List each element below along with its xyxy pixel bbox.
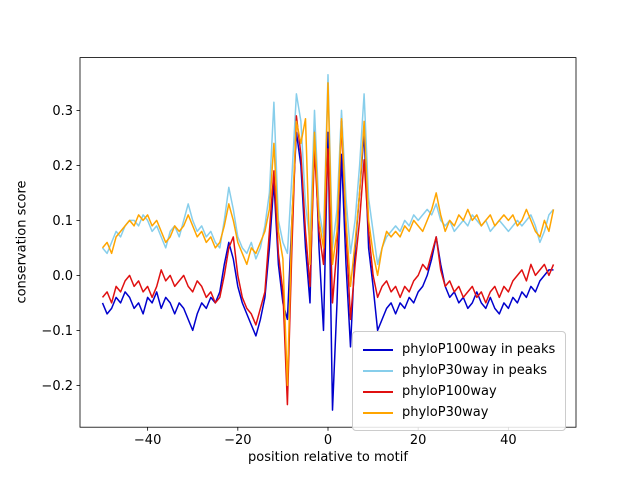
legend-item: phyloP30way in peaks — [363, 360, 555, 381]
y-axis-label: conservation score — [14, 180, 30, 304]
legend-line-swatch — [363, 390, 393, 393]
legend-item: phyloP100way — [363, 381, 555, 402]
y-tick-label: 0.3 — [52, 104, 73, 119]
legend-label: phyloP30way — [402, 405, 489, 420]
legend-line-swatch — [363, 348, 393, 351]
legend-item: phyloP100way in peaks — [363, 339, 555, 360]
legend-line-swatch — [363, 369, 393, 372]
legend: phyloP100way in peaks phyloP30way in pea… — [352, 331, 567, 431]
x-tick-label: 20 — [410, 433, 427, 448]
x-tick-label: 0 — [324, 433, 332, 448]
y-tick-label: −0.1 — [41, 324, 73, 339]
legend-item: phyloP30way — [363, 402, 555, 423]
legend-label: phyloP100way in peaks — [402, 342, 556, 357]
x-tick-label: −20 — [224, 433, 251, 448]
y-tick-label: 0.0 — [52, 269, 73, 284]
x-axis-label: position relative to motif — [248, 450, 408, 465]
y-tick-label: 0.1 — [52, 214, 73, 229]
y-tick-label: 0.2 — [52, 159, 73, 174]
legend-label: phyloP30way in peaks — [402, 363, 548, 378]
legend-label: phyloP100way — [402, 384, 497, 399]
x-tick-label: −40 — [134, 433, 161, 448]
series-line-1 — [101, 73, 555, 266]
axes-frame — [79, 57, 577, 428]
legend-line-swatch — [363, 411, 393, 414]
series-line-2 — [101, 115, 555, 406]
x-tick-label: 40 — [500, 433, 517, 448]
series-line-3 — [101, 82, 555, 387]
y-tick-label: −0.2 — [41, 379, 73, 394]
